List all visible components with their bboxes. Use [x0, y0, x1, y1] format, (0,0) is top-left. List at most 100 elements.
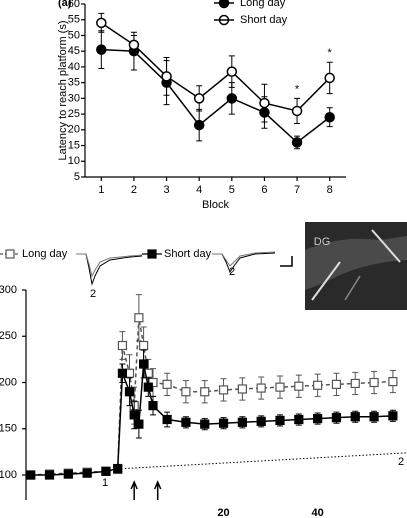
marker — [200, 419, 210, 429]
y-tick-label: 50 — [68, 29, 80, 41]
legend-label: Long day — [240, 0, 286, 9]
y-tick-label: 250 — [0, 330, 17, 342]
marker — [148, 401, 158, 411]
y-tick-label: 45 — [68, 45, 80, 57]
marker — [369, 377, 379, 388]
y-axis-label: Latency to reach platform (s) — [57, 20, 69, 160]
marker — [259, 97, 270, 109]
inset-label: DG — [314, 236, 331, 248]
marker — [181, 387, 191, 397]
marker — [181, 417, 191, 427]
legend-label: Short day — [240, 14, 288, 26]
marker — [193, 93, 205, 104]
marker — [143, 368, 153, 378]
marker — [96, 17, 107, 29]
y-tick-label: 40 — [68, 61, 80, 73]
annotation: 2 — [398, 456, 404, 468]
marker — [331, 413, 342, 423]
x-tick-label: 1 — [98, 184, 104, 196]
marker — [226, 66, 238, 77]
series-line — [30, 317, 393, 476]
y-tick-label: 25 — [68, 108, 80, 120]
marker — [237, 384, 247, 394]
marker — [324, 72, 335, 84]
inset-label: 2 — [90, 288, 96, 300]
marker — [113, 463, 123, 474]
y-tick-label: 200 — [0, 376, 17, 388]
panel-label: (a) — [58, 0, 72, 9]
marker — [313, 380, 323, 390]
y-tick-label: 55 — [68, 14, 80, 26]
marker — [291, 105, 303, 117]
y-tick-label: 20 — [68, 124, 80, 136]
y-tick-label: 100 — [0, 469, 17, 481]
marker — [63, 469, 73, 479]
marker — [162, 379, 172, 389]
y-tick-label: 150 — [0, 423, 17, 435]
marker — [294, 381, 304, 391]
x-tick-label: 8 — [327, 184, 333, 196]
series-line — [100, 22, 331, 112]
marker — [275, 382, 285, 392]
marker — [44, 470, 55, 480]
marker — [350, 378, 360, 389]
marker — [134, 419, 144, 429]
marker — [237, 417, 247, 427]
marker — [117, 368, 128, 378]
marker — [369, 412, 379, 422]
marker — [324, 111, 335, 123]
marker — [148, 377, 158, 388]
series-line — [101, 48, 331, 144]
x-axis-label: Block — [202, 199, 229, 211]
marker — [256, 383, 266, 393]
legend-label: Long day — [22, 248, 68, 260]
annotation: * — [328, 47, 333, 59]
marker — [193, 119, 205, 131]
x-tick-label: 5 — [229, 184, 235, 196]
marker — [256, 416, 266, 426]
marker — [162, 414, 172, 425]
y-tick-label: 300 — [0, 284, 17, 296]
micrograph — [305, 222, 407, 310]
marker — [350, 412, 360, 422]
marker — [275, 415, 285, 426]
legend-marker — [147, 249, 157, 259]
x-tick-label: 40 — [312, 507, 324, 518]
annotation: * — [295, 83, 300, 95]
y-tick-label: 10 — [68, 155, 80, 167]
x-tick-label: 3 — [164, 184, 170, 196]
y-tick-label: 5 — [74, 171, 80, 183]
legend-label: Short day — [164, 248, 212, 260]
traces — [76, 251, 293, 286]
marker — [82, 468, 92, 478]
x-tick-label: 20 — [217, 507, 229, 518]
y-tick-label: 60 — [68, 0, 80, 10]
marker — [101, 466, 111, 476]
arrow — [130, 480, 138, 500]
marker — [388, 376, 398, 387]
marker — [138, 359, 149, 369]
marker — [96, 44, 107, 55]
marker — [388, 411, 398, 421]
marker — [291, 137, 303, 148]
marker — [129, 410, 139, 420]
y-tick-label: 35 — [68, 77, 80, 89]
marker — [200, 387, 210, 397]
annotation: 1 — [102, 477, 108, 489]
arrow — [154, 480, 162, 500]
marker — [143, 382, 153, 392]
reference-line — [124, 452, 407, 470]
x-tick-label: 2 — [131, 184, 137, 196]
marker — [226, 93, 238, 104]
y-tick-label: 30 — [68, 92, 80, 104]
marker — [294, 414, 304, 425]
marker — [138, 340, 149, 351]
y-tick-label: 15 — [68, 139, 80, 151]
x-tick-label: 4 — [196, 184, 202, 196]
marker — [124, 387, 135, 397]
marker — [117, 340, 128, 351]
marker — [128, 39, 140, 51]
marker — [218, 418, 229, 428]
marker — [218, 385, 229, 395]
